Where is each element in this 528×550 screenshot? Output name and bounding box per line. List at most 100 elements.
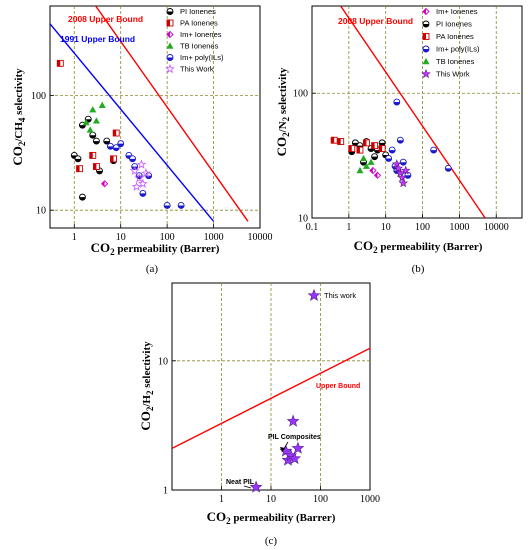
point-pa-ionenes [362,139,370,147]
legend-label-this-work: This Work [436,70,470,79]
bound-line-2008-upper-bound [340,6,486,218]
point-pa-ionenes [337,138,345,145]
upper-bound-label-c: Upper Bound [316,383,360,390]
panel-b: 0.1 1 10 100 1000 10000 10 100 2008 Upper Bound… [274,5,523,275]
point-pa-ionenes [76,165,84,173]
point-pa-ionenes [371,142,379,150]
y-axis-label-b: CO2/N2 selectivity [274,67,291,156]
neat-pil-label: Neat PIL [226,479,255,486]
points-b [330,98,452,188]
bounds-a [50,6,249,222]
legend-label-this-work: This Work [180,65,214,74]
point-this-work [138,178,148,188]
panel-c: 1 10 100 1000 1 10 Upper Bound PIL Composites… [138,282,380,547]
legend-label-implus-ionenes: Im+ Ionenes [436,7,478,16]
bound-line-1991-upper-bound [50,23,215,222]
point-this-work [286,414,300,427]
legend-marker-this-work [421,69,431,79]
point-pa-ionenes [348,145,356,153]
point-this-work [398,178,409,188]
point-this-work [131,181,142,191]
x-tick-label: 100 [160,232,175,243]
point-implus-poly-ils [430,146,438,154]
x-tick-label: 1000 [449,222,469,233]
ticks-b: 0.1 1 10 100 1000 10000 10 100 [293,89,509,233]
point-implus-ionenes [100,180,109,188]
point-implus-poly-ils [399,158,407,166]
legend-marker-pi-ionenes [166,8,174,15]
x-tick-label: 10000 [248,232,273,243]
point-this-work [291,441,305,454]
bound-line-2008-upper-bound [94,6,249,222]
point-implus-ionenes [369,166,377,175]
point-pa-ionenes [112,129,120,137]
legend-marker-this-work [307,288,321,301]
legend-label-pa-ionenes: PA Ionenes [180,19,218,28]
legend-label-tb-ionenes: TB Ionenes [436,57,475,66]
x-axis-label-a: CO2 permeability (Barrer) [91,240,220,257]
point-implus-poly-ils [393,98,401,106]
neat-pil-arrow [243,485,252,489]
x-tick-label: 1 [346,222,351,233]
legend-marker-implus-poly-ils [422,45,430,53]
caption-b: (b) [412,263,425,275]
point-implus-poly-ils [112,144,120,152]
point-implus-poly-ils [117,140,125,148]
point-pa-ionenes [356,146,364,154]
point-this-work [141,167,151,178]
y-tick-label: 10 [158,356,168,367]
point-pa-ionenes [92,163,100,170]
y-tick-label: 10 [36,206,46,217]
legend-c: This work [307,288,356,301]
point-tb-ionenes [362,162,370,169]
point-pa-ionenes [330,136,338,144]
bounds-c [172,347,370,449]
y-axis-label-c: CO2/H2 selectivity [138,341,155,431]
point-implus-poly-ils [177,202,185,209]
point-pi-ionenes [92,137,100,145]
point-implus-poly-ils [444,164,452,172]
ticks-c: 1 10 100 1000 1 10 [158,356,380,505]
x-tick-label: 1 [219,494,224,505]
point-implus-poly-ils [163,202,171,209]
y-axis-label-a: CO2/CH4 selectivity [10,68,27,166]
point-this-work [288,451,301,465]
point-pi-ionenes [103,137,111,145]
grid-b [312,6,522,218]
legend-label-implus-ionenes: Im+ Ionenes [180,30,222,39]
legend-label-implus-poly-ils: Im+ poly(ILs) [180,53,224,62]
point-pa-ionenes [89,151,97,159]
point-tb-ionenes [82,118,90,126]
y-tick-label: 1 [163,486,168,497]
point-pa-ionenes [56,59,64,67]
legend-label-pa-ionenes: PA Ionenes [436,32,474,41]
pil-composites-label: PIL Composites [268,434,321,441]
pil-composites-arrowhead [280,447,285,452]
bounds-b [340,6,486,218]
caption-c: (c) [265,535,278,547]
legend-label-tb-ionenes: TB Ionenes [180,42,219,51]
point-implus-poly-ils [129,155,137,163]
x-tick-label: 100 [415,222,430,233]
legend-a: PI Ionenes PA Ionenes Im+ Ionenes TB Ionene… [165,7,224,74]
point-tb-ionenes [92,117,100,124]
x-axis-label-c: CO2 permeability (Barrer) [207,509,336,526]
point-pi-ionenes [74,155,82,163]
point-implus-poly-ils [106,142,114,150]
bound-line-upper-bound [172,347,370,449]
point-this-work [395,167,406,177]
grid-c [172,283,370,490]
point-pi-ionenes [378,139,386,147]
point-implus-poly-ils [388,146,396,154]
point-this-work [391,159,402,169]
y-tick-label: 100 [31,91,46,102]
x-tick-label: 10000 [484,222,509,233]
plot-frame-a [49,5,261,229]
x-tick-label: 10 [381,222,391,233]
bound-2008-label-a: 2008 Upper Bound [68,14,143,24]
legend-marker-implus-poly-ils [166,54,174,61]
y-tick-label: 10 [298,214,308,225]
point-pa-ionenes [110,155,117,163]
legend-marker-tb-ionenes [422,57,430,65]
